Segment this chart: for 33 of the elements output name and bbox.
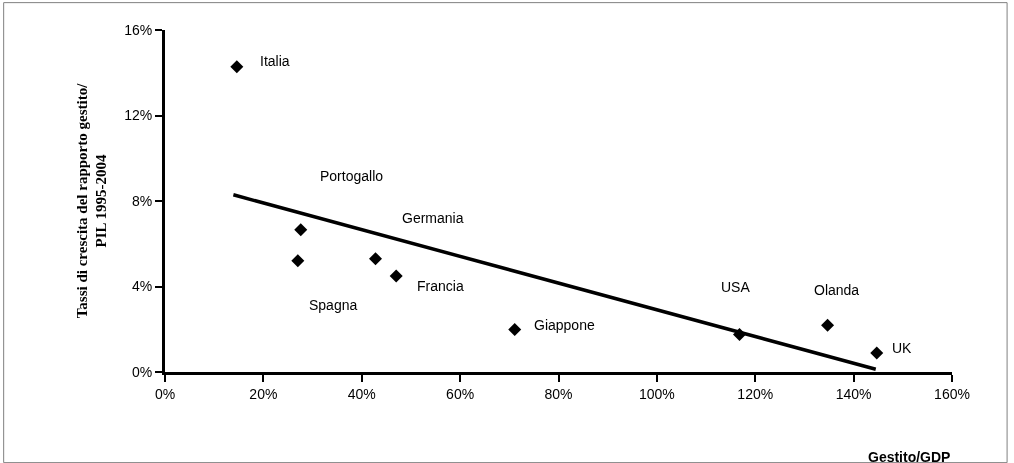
x-tick-label: 160% [934,385,970,402]
y-tick-label: 4% [131,278,153,295]
x-tick-label: 100% [638,385,675,402]
point [821,318,835,332]
x-tick-label: 20% [249,385,278,402]
annotation: Italia [260,53,290,69]
annotation: UK [892,340,913,356]
x-tick-label: 60% [446,385,475,402]
y-tick-label: 8% [131,192,153,209]
annotation: Francia [417,278,464,294]
point [369,252,383,266]
annotation: Portogallo [320,168,384,184]
annotation: Giappone [534,317,595,333]
x-axis-title: Gestito/GDP [868,449,951,463]
annotation: Spagna [309,297,358,313]
point [870,346,884,360]
y-tick-label: 0% [131,363,153,380]
point [389,269,403,283]
point [230,60,244,74]
x-tick-label: 80% [544,385,573,402]
x-tick-label: 120% [737,385,774,402]
x-tick-label: 140% [835,385,872,402]
y-tick-label: 16% [124,21,153,38]
annotation: Olanda [814,282,860,298]
annotation: USA [721,279,751,295]
x-tick-label: 0% [154,385,176,402]
point [508,322,522,336]
y-axis-title: Tassi di crescita del rapporto gestito/ PIL 1995-2004 [73,82,110,319]
y-tick-label: 12% [124,107,153,124]
x-tick-label: 40% [347,385,376,402]
annotation: Germania [402,210,464,226]
point [291,254,305,268]
point [294,223,308,237]
